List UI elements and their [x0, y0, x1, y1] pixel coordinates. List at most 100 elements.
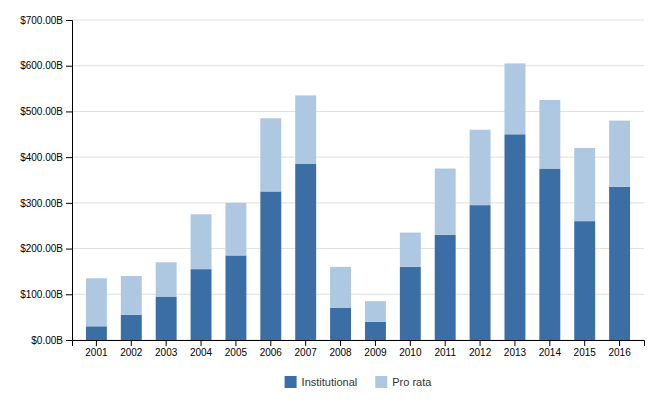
bar — [191, 214, 212, 269]
bar — [504, 63, 525, 134]
bar — [86, 326, 107, 340]
tick: 2006 — [260, 340, 283, 358]
tick-mark — [131, 340, 132, 346]
bar — [86, 278, 107, 326]
tick-label: 2001 — [85, 347, 108, 358]
tick-mark — [410, 340, 411, 346]
tick: 2014 — [539, 340, 562, 358]
tick: 2004 — [190, 340, 213, 358]
bar — [539, 169, 560, 340]
bar — [260, 191, 281, 340]
legend-swatch — [285, 376, 297, 388]
tick-label: 2005 — [225, 347, 248, 358]
tick: 2011 — [434, 340, 456, 358]
tick: 2005 — [225, 340, 248, 358]
bars — [86, 63, 630, 340]
tick-mark — [66, 20, 72, 21]
tick: $0.00B — [31, 335, 72, 346]
legend-label: Institutional — [302, 376, 358, 388]
tick-mark — [66, 249, 72, 250]
tick: $500.00B — [20, 106, 72, 117]
tick-mark — [66, 203, 72, 204]
bar — [400, 233, 421, 267]
tick-label: 2008 — [329, 347, 352, 358]
tick-mark — [445, 340, 446, 346]
bar — [400, 267, 421, 340]
bar — [295, 164, 316, 340]
tick-mark — [66, 157, 72, 158]
bar — [365, 322, 386, 340]
chart: $0.00B $100.00B $200.00B $300.00B $400.00B $5… — [0, 0, 664, 404]
tick-label: $500.00B — [20, 106, 63, 117]
bar — [156, 297, 177, 340]
bar — [260, 118, 281, 191]
bar — [435, 169, 456, 235]
tick: 2009 — [364, 340, 387, 358]
tick-label: 2010 — [399, 347, 422, 358]
tick: 2002 — [120, 340, 143, 358]
tick: $200.00B — [20, 243, 72, 254]
bar — [574, 221, 595, 340]
tick: 2013 — [504, 340, 527, 358]
tick-label: 2014 — [539, 347, 562, 358]
tick-mark — [201, 340, 202, 346]
tick-mark — [66, 111, 72, 112]
tick-label: $300.00B — [20, 198, 63, 209]
bar — [470, 130, 491, 205]
bar — [295, 95, 316, 164]
tick-mark — [514, 340, 515, 346]
bar — [504, 134, 525, 340]
tick-label: 2012 — [469, 347, 492, 358]
bar — [365, 301, 386, 322]
tick: 2008 — [329, 340, 352, 358]
bar — [225, 203, 246, 256]
plot: $0.00B $100.00B $200.00B $300.00B $400.00B $5… — [20, 15, 644, 358]
axis-line — [66, 21, 73, 341]
x-axis: 2001 2002 2003 2004 2005 2006 2007 2008 2009 2010… — [73, 340, 645, 358]
bar — [225, 255, 246, 340]
bar — [435, 235, 456, 340]
tick: 2012 — [469, 340, 492, 358]
bar — [609, 121, 630, 187]
tick: 2010 — [399, 340, 422, 358]
bar — [539, 100, 560, 169]
tick-label: 2003 — [155, 347, 178, 358]
tick-label: 2004 — [190, 347, 213, 358]
legend-label: Pro rata — [392, 376, 432, 388]
axis-line — [73, 341, 645, 347]
tick: 2015 — [574, 340, 597, 358]
tick-label: $700.00B — [20, 15, 63, 26]
tick-mark — [619, 340, 620, 346]
tick-label: $400.00B — [20, 152, 63, 163]
grid — [72, 20, 644, 340]
tick-mark — [66, 340, 72, 341]
bar — [191, 269, 212, 340]
legend-item: Institutional — [285, 376, 358, 388]
bar — [470, 205, 491, 340]
tick-mark — [96, 340, 97, 346]
y-axis: $0.00B $100.00B $200.00B $300.00B $400.00B $5… — [20, 15, 72, 346]
tick-label: 2013 — [504, 347, 527, 358]
tick-label: 2015 — [574, 347, 597, 358]
bar — [330, 308, 351, 340]
tick: 2016 — [608, 340, 631, 358]
tick-label: $100.00B — [20, 289, 63, 300]
tick-label: $600.00B — [20, 60, 63, 71]
legend: Institutional Pro rata — [285, 376, 433, 388]
tick-mark — [66, 66, 72, 67]
tick: 2007 — [295, 340, 318, 358]
series — [86, 63, 630, 326]
tick-mark — [584, 340, 585, 346]
tick-label: 2016 — [608, 347, 631, 358]
tick-label: 2002 — [120, 347, 143, 358]
tick-mark — [166, 340, 167, 346]
tick-label: 2011 — [434, 347, 456, 358]
bar — [121, 315, 142, 340]
grid-line — [72, 20, 644, 21]
tick: $700.00B — [20, 15, 72, 26]
bar — [574, 148, 595, 221]
bar — [609, 187, 630, 340]
tick-mark — [66, 294, 72, 295]
tick-label: 2007 — [295, 347, 318, 358]
legend-swatch — [375, 376, 387, 388]
